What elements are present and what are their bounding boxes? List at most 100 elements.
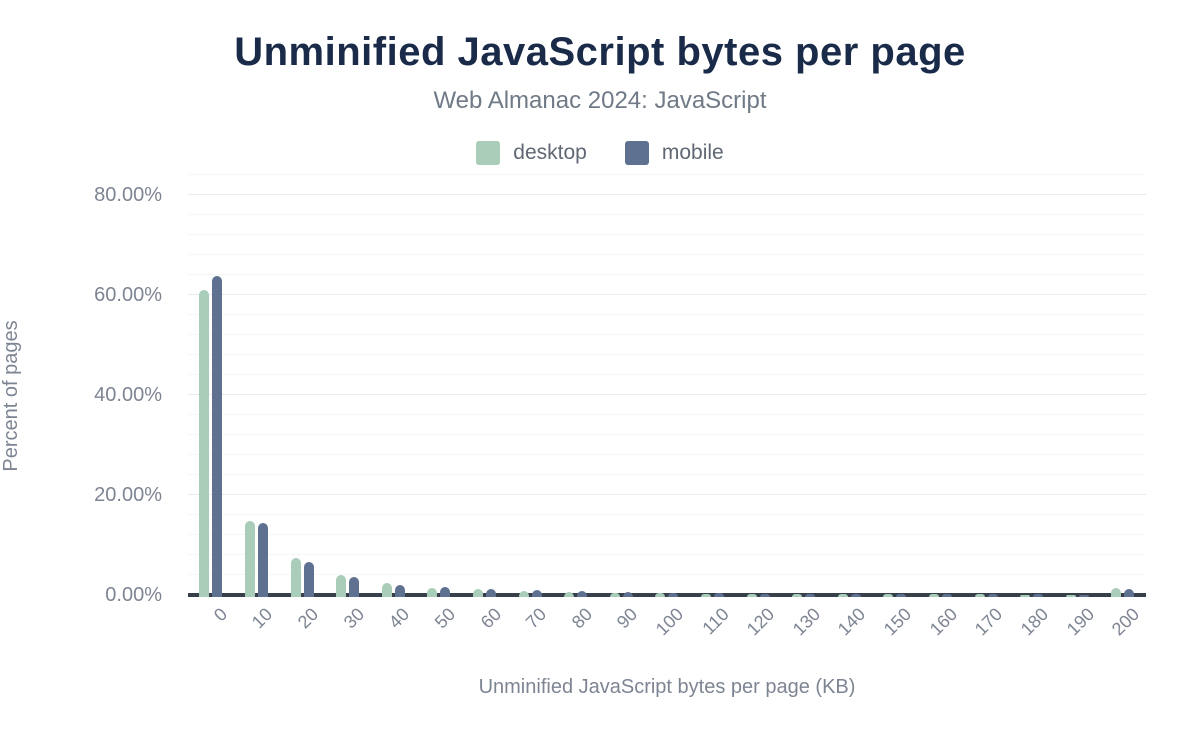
bar-group-130kb [781, 170, 827, 597]
mobile-bar-100kb[interactable] [668, 592, 679, 597]
mobile-bar-180kb[interactable] [1033, 594, 1044, 597]
x-tick-label-160: 160 [925, 604, 961, 640]
mobile-bar-70kb[interactable] [531, 590, 542, 597]
bar-group-60kb [462, 170, 508, 597]
desktop-bar-30kb[interactable] [336, 574, 347, 597]
desktop-bar-0kb[interactable] [199, 290, 210, 597]
minor-gridline [188, 354, 1146, 355]
bar-group-110kb [690, 170, 736, 597]
bar-group-40kb [370, 170, 416, 597]
minor-gridline [188, 374, 1146, 375]
desktop-bar-170kb[interactable] [974, 594, 985, 597]
minor-gridline [188, 554, 1146, 555]
x-tick-label-80: 80 [567, 604, 596, 633]
x-tick-label-180: 180 [1016, 604, 1053, 640]
bar-group-20kb [279, 170, 325, 597]
bar-group-180kb [1009, 170, 1055, 597]
x-axis-line [188, 593, 1146, 597]
desktop-bar-190kb[interactable] [1065, 594, 1076, 597]
legend-label: desktop [513, 141, 587, 164]
desktop-bar-80kb[interactable] [564, 591, 575, 597]
x-tick-label-150: 150 [879, 604, 916, 640]
desktop-bar-50kb[interactable] [427, 587, 438, 597]
x-tick-label-20: 20 [293, 604, 323, 633]
desktop-bar-20kb[interactable] [290, 558, 301, 597]
desktop-bar-120kb[interactable] [746, 593, 757, 597]
mobile-bar-20kb[interactable] [303, 562, 314, 597]
desktop-bar-160kb[interactable] [929, 594, 940, 597]
bar-group-120kb [735, 170, 781, 597]
desktop-bar-90kb[interactable] [609, 592, 620, 597]
desktop-bar-100kb[interactable] [655, 592, 666, 597]
desktop-bar-150kb[interactable] [883, 594, 894, 597]
mobile-bar-10kb[interactable] [257, 522, 268, 597]
mobile-bar-0kb[interactable] [212, 276, 223, 597]
legend: desktop mobile [0, 141, 1200, 165]
mobile-bar-50kb[interactable] [440, 587, 451, 597]
major-gridline [188, 494, 1146, 495]
minor-gridline [188, 234, 1146, 235]
minor-gridline [188, 314, 1146, 315]
legend-swatch-desktop [476, 141, 501, 165]
chart-title: Unminified JavaScript bytes per page [234, 30, 966, 74]
minor-gridline [188, 174, 1146, 175]
mobile-bar-200kb[interactable] [1124, 589, 1135, 597]
desktop-bar-60kb[interactable] [472, 589, 483, 597]
x-tick-label-100: 100 [651, 604, 688, 640]
mobile-bar-110kb[interactable] [714, 593, 724, 597]
x-tick-label-170: 170 [971, 604, 1007, 640]
mobile-bar-170kb[interactable] [987, 594, 998, 597]
y-tick-label-20: 20.00% [94, 484, 162, 506]
chart-subtitle: Web Almanac 2024: JavaScript [433, 87, 767, 114]
bar-group-10kb [234, 170, 280, 597]
minor-gridline [188, 434, 1146, 435]
x-tick-label-10: 10 [248, 604, 277, 633]
x-tick-label-60: 60 [476, 604, 505, 633]
desktop-bar-200kb[interactable] [1111, 587, 1122, 597]
mobile-bar-30kb[interactable] [349, 577, 360, 597]
desktop-bar-40kb[interactable] [381, 583, 392, 597]
y-tick-label-40: 40.00% [94, 384, 162, 406]
desktop-bar-70kb[interactable] [518, 590, 529, 597]
minor-gridline [188, 514, 1146, 515]
mobile-bar-40kb[interactable] [394, 584, 405, 597]
mobile-bar-120kb[interactable] [759, 593, 770, 597]
bar-group-200kb [1100, 170, 1146, 597]
bar-group-90kb [598, 170, 644, 597]
major-gridline [188, 394, 1146, 395]
desktop-bar-110kb[interactable] [701, 593, 711, 597]
mobile-bar-140kb[interactable] [850, 594, 861, 597]
bar-group-70kb [507, 170, 553, 597]
y-tick-label-80: 80.00% [94, 184, 162, 206]
bar-group-140kb [827, 170, 873, 597]
minor-gridline [188, 334, 1146, 335]
mobile-bar-130kb[interactable] [805, 593, 816, 597]
legend-swatch-mobile [624, 141, 649, 165]
x-tick-label-0: 0 [209, 604, 231, 626]
bar-group-50kb [416, 170, 462, 597]
bar-group-0kb [188, 170, 234, 597]
plot-area [188, 170, 1146, 597]
bar-group-150kb [872, 170, 918, 597]
desktop-bar-140kb[interactable] [837, 594, 848, 597]
mobile-bar-160kb[interactable] [942, 594, 953, 597]
major-gridline [188, 294, 1146, 295]
x-tick-label-90: 90 [613, 604, 642, 633]
y-axis-title: Percent of pages [0, 320, 22, 472]
minor-gridline [188, 274, 1146, 275]
mobile-bar-190kb[interactable] [1078, 594, 1089, 597]
major-gridline [188, 194, 1146, 195]
x-tick-label-50: 50 [430, 604, 460, 633]
mobile-bar-90kb[interactable] [622, 592, 633, 597]
mobile-bar-80kb[interactable] [577, 591, 588, 597]
desktop-bar-180kb[interactable] [1020, 594, 1031, 597]
mobile-bar-150kb[interactable] [896, 594, 907, 597]
y-tick-label-60: 60.00% [94, 284, 162, 306]
legend-item-desktop[interactable]: desktop [476, 141, 587, 165]
mobile-bar-60kb[interactable] [485, 589, 496, 597]
desktop-bar-10kb[interactable] [244, 520, 255, 597]
legend-item-mobile[interactable]: mobile [624, 141, 724, 165]
minor-gridline [188, 574, 1146, 575]
desktop-bar-130kb[interactable] [792, 593, 803, 597]
